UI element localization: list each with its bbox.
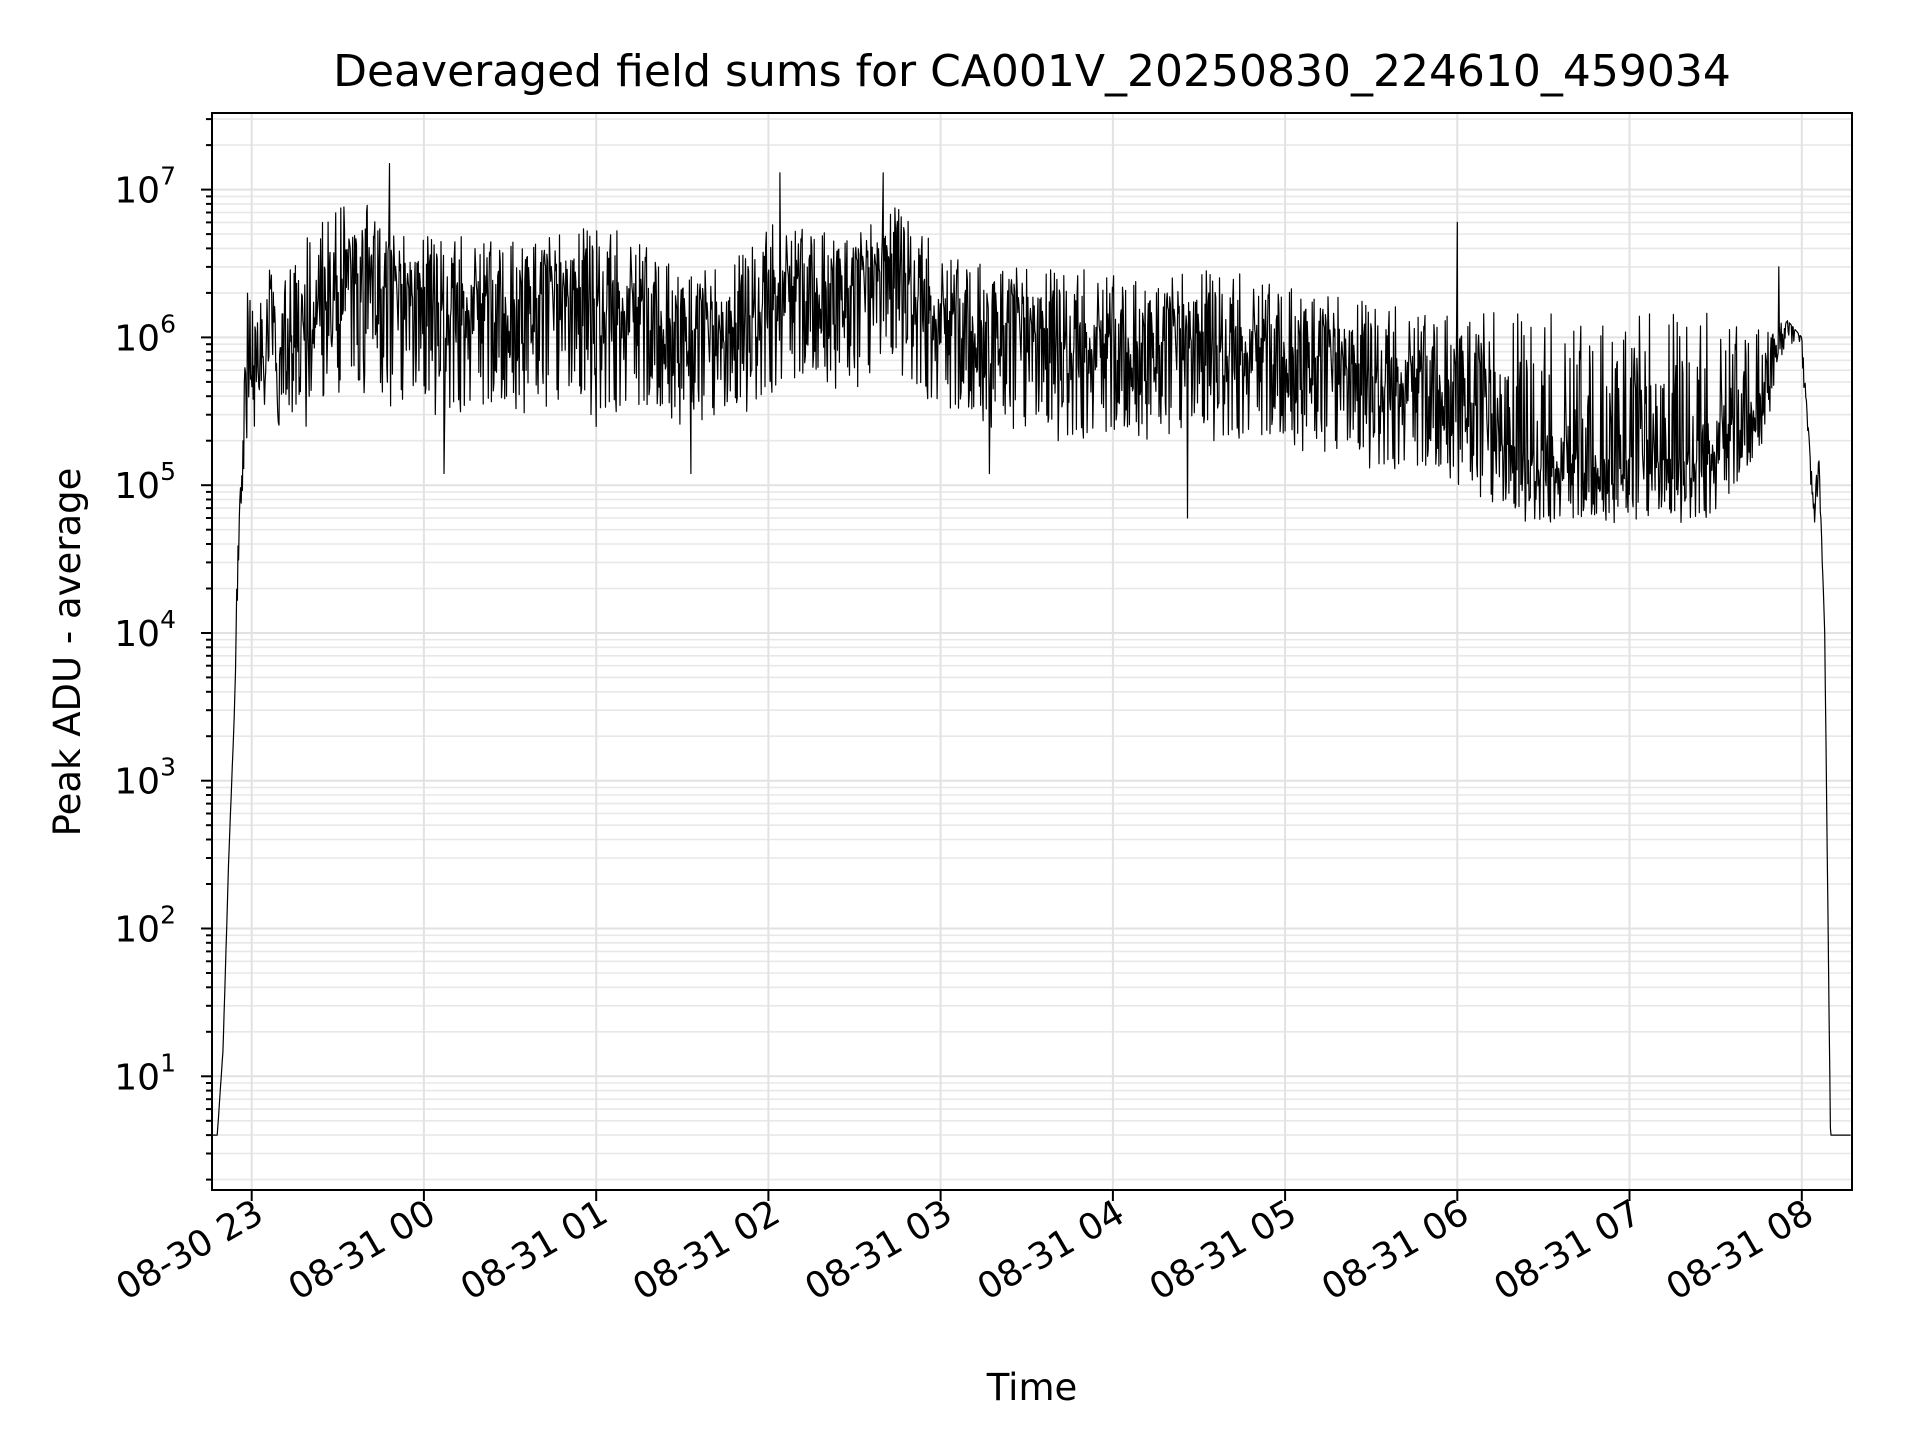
x-tick-label: 08-31 02	[626, 1192, 787, 1308]
x-axis-label: Time	[986, 1366, 1078, 1409]
y-tick-label: 105	[114, 457, 176, 507]
plot-frame	[211, 112, 1853, 1191]
y-tick-exponent: 2	[160, 901, 176, 930]
y-tick-base: 10	[114, 171, 160, 212]
y-tick-exponent: 6	[160, 309, 176, 338]
x-tick-label: 08-31 03	[798, 1192, 959, 1308]
series-line	[211, 163, 1851, 1136]
x-tick-label: 08-31 07	[1487, 1192, 1648, 1308]
y-tick-exponent: 5	[160, 457, 176, 486]
y-tick-exponent: 7	[160, 162, 176, 191]
y-tick-exponent: 1	[160, 1048, 176, 1077]
x-tick-label: 08-31 05	[1143, 1192, 1304, 1308]
x-tick-label: 08-30 23	[110, 1192, 271, 1308]
y-tick-base: 10	[114, 910, 160, 951]
x-axis-ticks: 08-30 23 08-31 00 08-31 01 08-31 02 08-31 03…	[110, 1190, 1821, 1309]
grid	[212, 113, 1852, 1190]
y-axis-label: Peak ADU - average	[46, 468, 89, 837]
x-tick-label: 08-31 04	[971, 1192, 1132, 1308]
y-tick-label: 102	[114, 901, 176, 951]
y-tick-label: 106	[114, 309, 176, 359]
x-tick-label: 08-31 08	[1660, 1192, 1821, 1308]
y-tick-exponent: 3	[160, 753, 176, 782]
y-tick-base: 10	[114, 762, 160, 803]
x-tick-label: 08-31 06	[1315, 1192, 1476, 1308]
y-tick-base: 10	[114, 1057, 160, 1098]
chart-title: Deaveraged field sums for CA001V_2025083…	[333, 46, 1731, 97]
x-tick-label: 08-31 00	[282, 1192, 443, 1308]
y-tick-base: 10	[114, 466, 160, 507]
x-tick-label: 08-31 01	[454, 1192, 615, 1308]
y-tick-label: 104	[114, 605, 176, 655]
y-tick-base: 10	[114, 614, 160, 655]
y-tick-exponent: 4	[160, 605, 176, 634]
y-tick-label: 107	[114, 162, 176, 212]
y-tick-label: 103	[114, 753, 176, 803]
y-tick-label: 101	[114, 1048, 176, 1098]
y-tick-base: 10	[114, 318, 160, 359]
